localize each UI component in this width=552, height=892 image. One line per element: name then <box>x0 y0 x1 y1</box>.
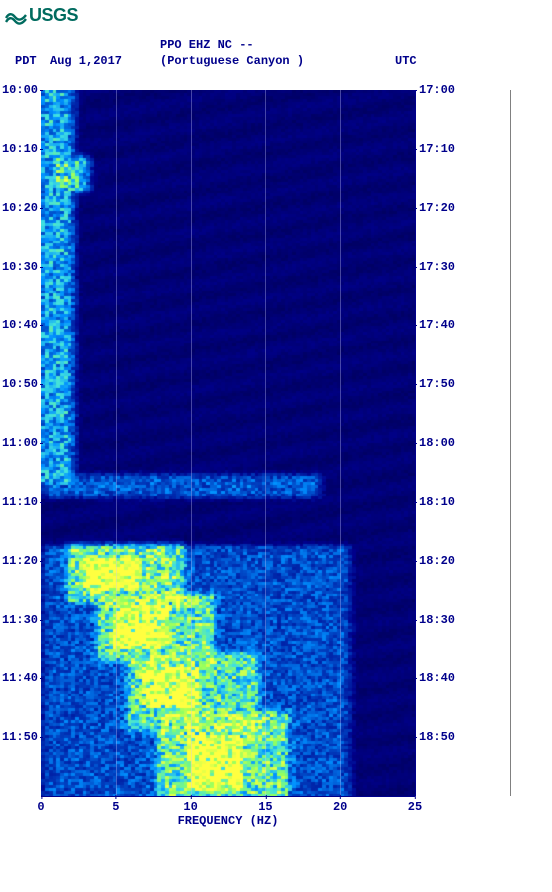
date-label: Aug 1,2017 <box>50 54 122 68</box>
freq-tick: 15 <box>258 800 272 814</box>
utc-label: UTC <box>395 54 417 68</box>
freq-tick: 5 <box>112 800 119 814</box>
utc-tick: 17:20 <box>419 201 455 215</box>
freq-tick: 20 <box>333 800 347 814</box>
utc-tick: 17:10 <box>419 142 455 156</box>
utc-tick: 18:40 <box>419 671 455 685</box>
station-code: PPO EHZ NC -- <box>160 38 254 52</box>
spectrogram-canvas <box>41 90 415 796</box>
pdt-tick: 11:10 <box>0 495 38 509</box>
pdt-label: PDT <box>15 54 37 68</box>
pdt-tick: 11:40 <box>0 671 38 685</box>
pdt-tick: 10:40 <box>0 318 38 332</box>
utc-tick: 18:20 <box>419 554 455 568</box>
pdt-tick: 10:30 <box>0 260 38 274</box>
utc-tick: 18:30 <box>419 613 455 627</box>
freq-tick: 25 <box>408 800 422 814</box>
gridline <box>191 90 192 796</box>
freq-tick: 0 <box>37 800 44 814</box>
utc-tick: 17:40 <box>419 318 455 332</box>
pdt-tick: 11:00 <box>0 436 38 450</box>
freq-tick: 10 <box>183 800 197 814</box>
pdt-tick: 10:20 <box>0 201 38 215</box>
utc-tick: 17:00 <box>419 83 455 97</box>
utc-tick: 17:30 <box>419 260 455 274</box>
utc-tick: 18:00 <box>419 436 455 450</box>
gridline <box>116 90 117 796</box>
pdt-tick: 10:10 <box>0 142 38 156</box>
pdt-tick: 11:30 <box>0 613 38 627</box>
gridline <box>340 90 341 796</box>
spectrogram-plot <box>41 90 415 796</box>
utc-tick: 18:50 <box>419 730 455 744</box>
utc-tick: 18:10 <box>419 495 455 509</box>
usgs-wave-icon <box>5 7 27 25</box>
x-axis-line <box>41 796 415 797</box>
gridline <box>265 90 266 796</box>
far-right-marker-line <box>510 90 511 796</box>
x-axis-label: FREQUENCY (HZ) <box>0 814 456 828</box>
pdt-tick: 11:50 <box>0 730 38 744</box>
utc-tick: 17:50 <box>419 377 455 391</box>
usgs-logo: USGS <box>5 5 78 26</box>
station-name: (Portuguese Canyon ) <box>160 54 304 68</box>
pdt-tick: 10:50 <box>0 377 38 391</box>
usgs-logo-text: USGS <box>29 5 78 26</box>
pdt-tick: 11:20 <box>0 554 38 568</box>
pdt-tick: 10:00 <box>0 83 38 97</box>
